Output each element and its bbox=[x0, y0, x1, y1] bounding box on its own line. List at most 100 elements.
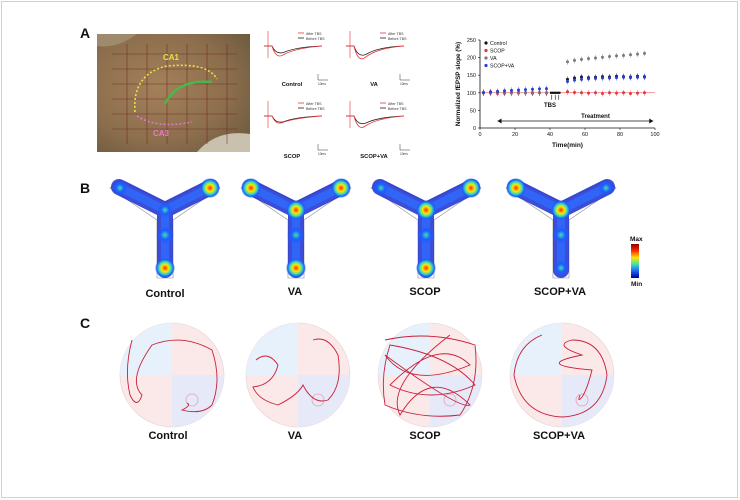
data-point bbox=[594, 91, 597, 95]
legend-after-tbs: After TBS bbox=[306, 102, 322, 106]
data-point bbox=[531, 91, 534, 95]
y-tick-label: 100 bbox=[467, 91, 476, 97]
legend-after-tbs: After TBS bbox=[306, 32, 322, 36]
legend-entry: Control bbox=[490, 41, 507, 47]
x-tick-label: 60 bbox=[582, 132, 588, 138]
after-tbs-trace bbox=[264, 45, 323, 57]
water-maze-tracks bbox=[119, 322, 615, 428]
ymaze-label-va: VA bbox=[287, 286, 303, 298]
before-tbs-trace bbox=[264, 45, 323, 54]
water-maze-pool bbox=[119, 322, 225, 428]
data-point bbox=[580, 57, 583, 61]
trace-scale-bar: 10ms bbox=[318, 152, 326, 156]
y-tick-label: 150 bbox=[467, 73, 476, 79]
data-point bbox=[615, 91, 618, 95]
data-point bbox=[594, 56, 597, 60]
data-point bbox=[594, 76, 597, 80]
ymaze-heatmap bbox=[370, 178, 482, 279]
data-point bbox=[587, 91, 590, 95]
data-point bbox=[622, 91, 625, 95]
ymaze-heatmap bbox=[240, 178, 352, 279]
data-point bbox=[545, 91, 548, 95]
y-tick-label: 250 bbox=[467, 38, 476, 44]
platform-marker bbox=[185, 393, 199, 407]
data-point bbox=[629, 53, 632, 57]
data-point bbox=[524, 91, 527, 95]
y-tick-label: 0 bbox=[473, 126, 476, 132]
after-tbs-trace bbox=[264, 115, 323, 124]
legend-marker bbox=[484, 63, 488, 68]
legend-marker bbox=[484, 56, 488, 60]
legend-entry: SCOP+VA bbox=[490, 64, 515, 70]
data-point bbox=[601, 76, 604, 80]
ca1-label: CA1 bbox=[163, 53, 180, 62]
x-tick-label: 0 bbox=[478, 132, 481, 138]
data-point bbox=[629, 92, 632, 96]
trace-scale-bar: 10ms bbox=[318, 82, 326, 86]
x-tick-label: 100 bbox=[650, 132, 659, 138]
data-point bbox=[524, 88, 527, 92]
before-tbs-trace bbox=[346, 45, 405, 56]
panel-label-b: B bbox=[80, 180, 91, 196]
ltp-chart: 0 50 100 150 200 250 0 20 40 60 80 100 Time(min) Norm… bbox=[455, 38, 660, 149]
ymaze-heatmap bbox=[109, 178, 221, 279]
data-point bbox=[636, 91, 639, 95]
trace-label: SCOP bbox=[284, 154, 301, 160]
ymaze-heatmaps bbox=[109, 178, 617, 279]
watermaze-label-control: Control bbox=[148, 430, 188, 442]
ymaze-heatmap bbox=[505, 178, 617, 279]
water-maze-pool bbox=[377, 322, 483, 428]
x-tick-label: 80 bbox=[617, 132, 623, 138]
swim-path bbox=[127, 339, 218, 413]
x-tick-label: 40 bbox=[547, 132, 553, 138]
data-point bbox=[587, 77, 590, 81]
legend-before-tbs: Before TBS bbox=[388, 37, 407, 41]
y-tick-label: 200 bbox=[467, 56, 476, 62]
data-point bbox=[580, 91, 583, 95]
trace-label: Control bbox=[282, 82, 303, 88]
y-axis-label: Normalized fEPSP slope (%) bbox=[455, 42, 462, 126]
data-point bbox=[587, 57, 590, 61]
data-point bbox=[615, 76, 618, 80]
data-point bbox=[643, 51, 646, 55]
data-point bbox=[580, 77, 583, 81]
legend-marker bbox=[484, 48, 488, 53]
trace-scale-bar: 10ms bbox=[400, 82, 408, 86]
data-point bbox=[510, 88, 513, 92]
data-point bbox=[608, 91, 611, 95]
legend-entry: VA bbox=[490, 56, 497, 62]
legend-entry: SCOP bbox=[490, 49, 505, 55]
after-tbs-trace bbox=[346, 45, 405, 60]
swim-path bbox=[513, 334, 608, 418]
water-maze-pool bbox=[245, 322, 351, 428]
after-tbs-trace bbox=[346, 115, 405, 128]
legend-before-tbs: Before TBS bbox=[306, 37, 325, 41]
tbs-annotation: TBS bbox=[544, 103, 556, 109]
trace-label: VA bbox=[370, 82, 378, 88]
data-point bbox=[517, 88, 520, 92]
ymaze-label-scop: SCOP bbox=[409, 286, 441, 298]
data-point bbox=[636, 52, 639, 56]
watermaze-label-scop-va: SCOP+VA bbox=[532, 430, 586, 442]
data-point bbox=[601, 92, 604, 96]
water-maze-pool bbox=[509, 322, 615, 428]
x-axis-label: Time(min) bbox=[552, 142, 583, 149]
y-tick-label: 50 bbox=[470, 108, 476, 114]
data-point bbox=[601, 55, 604, 59]
data-point bbox=[496, 89, 499, 93]
treatment-annotation: Treatment bbox=[581, 114, 610, 120]
swim-path bbox=[252, 338, 340, 406]
data-point bbox=[573, 78, 576, 82]
trace-label: SCOP+VA bbox=[360, 154, 388, 160]
data-point bbox=[482, 90, 485, 94]
trace-scale-bar: 10ms bbox=[400, 152, 408, 156]
platform-marker bbox=[443, 393, 457, 407]
legend-after-tbs: After TBS bbox=[388, 32, 404, 36]
data-point bbox=[573, 90, 576, 94]
data-point bbox=[489, 90, 492, 94]
heatmap-colorbar: Max Min bbox=[630, 236, 643, 288]
data-point bbox=[643, 91, 646, 95]
